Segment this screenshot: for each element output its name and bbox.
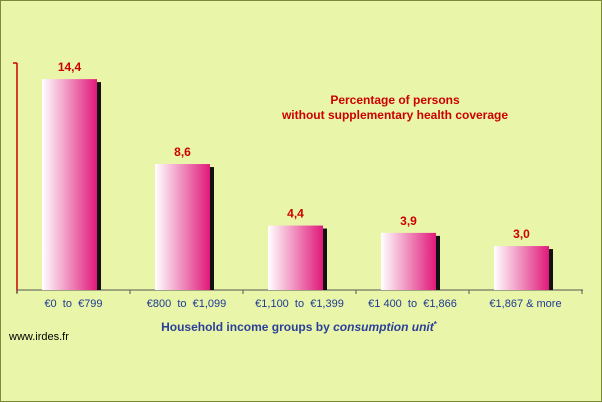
legend-title-line-1: Percentage of persons xyxy=(330,93,460,107)
legend-title: Percentage of persons without supplement… xyxy=(281,93,508,122)
bar xyxy=(494,246,549,290)
value-label: 3,0 xyxy=(513,227,530,241)
value-labels: 14,4 8,6 4,4 3,9 3,0 xyxy=(58,60,530,241)
category-label: €800 to €1,099 xyxy=(147,298,227,310)
category-labels: €0 to €799 €800 to €1,099 €1,100 to €1,399… xyxy=(44,298,561,310)
value-label: 8,6 xyxy=(174,145,191,159)
bars xyxy=(42,79,553,290)
category-label: €1 400 to €1,866 xyxy=(368,298,457,310)
category-label: €1,867 & more xyxy=(489,298,561,310)
x-axis-label-main: Household income groups by xyxy=(161,320,333,334)
bar xyxy=(268,225,323,290)
value-label: 4,4 xyxy=(287,207,304,221)
legend-title-line-2: without supplementary health coverage xyxy=(281,108,508,122)
category-label: €0 to €799 xyxy=(44,298,102,310)
x-axis-label: Household income groups by consumption u… xyxy=(161,320,438,334)
bar xyxy=(42,79,97,290)
value-label: 14,4 xyxy=(58,60,82,74)
bar xyxy=(381,232,436,290)
x-axis-label-suffix: * xyxy=(434,320,438,329)
x-axis-label-italic: consumption unit xyxy=(333,320,435,334)
value-label: 3,9 xyxy=(400,214,417,228)
source-text: www.irdes.fr xyxy=(8,331,69,343)
category-label: €1,100 to €1,399 xyxy=(255,298,344,310)
bar xyxy=(155,164,210,290)
